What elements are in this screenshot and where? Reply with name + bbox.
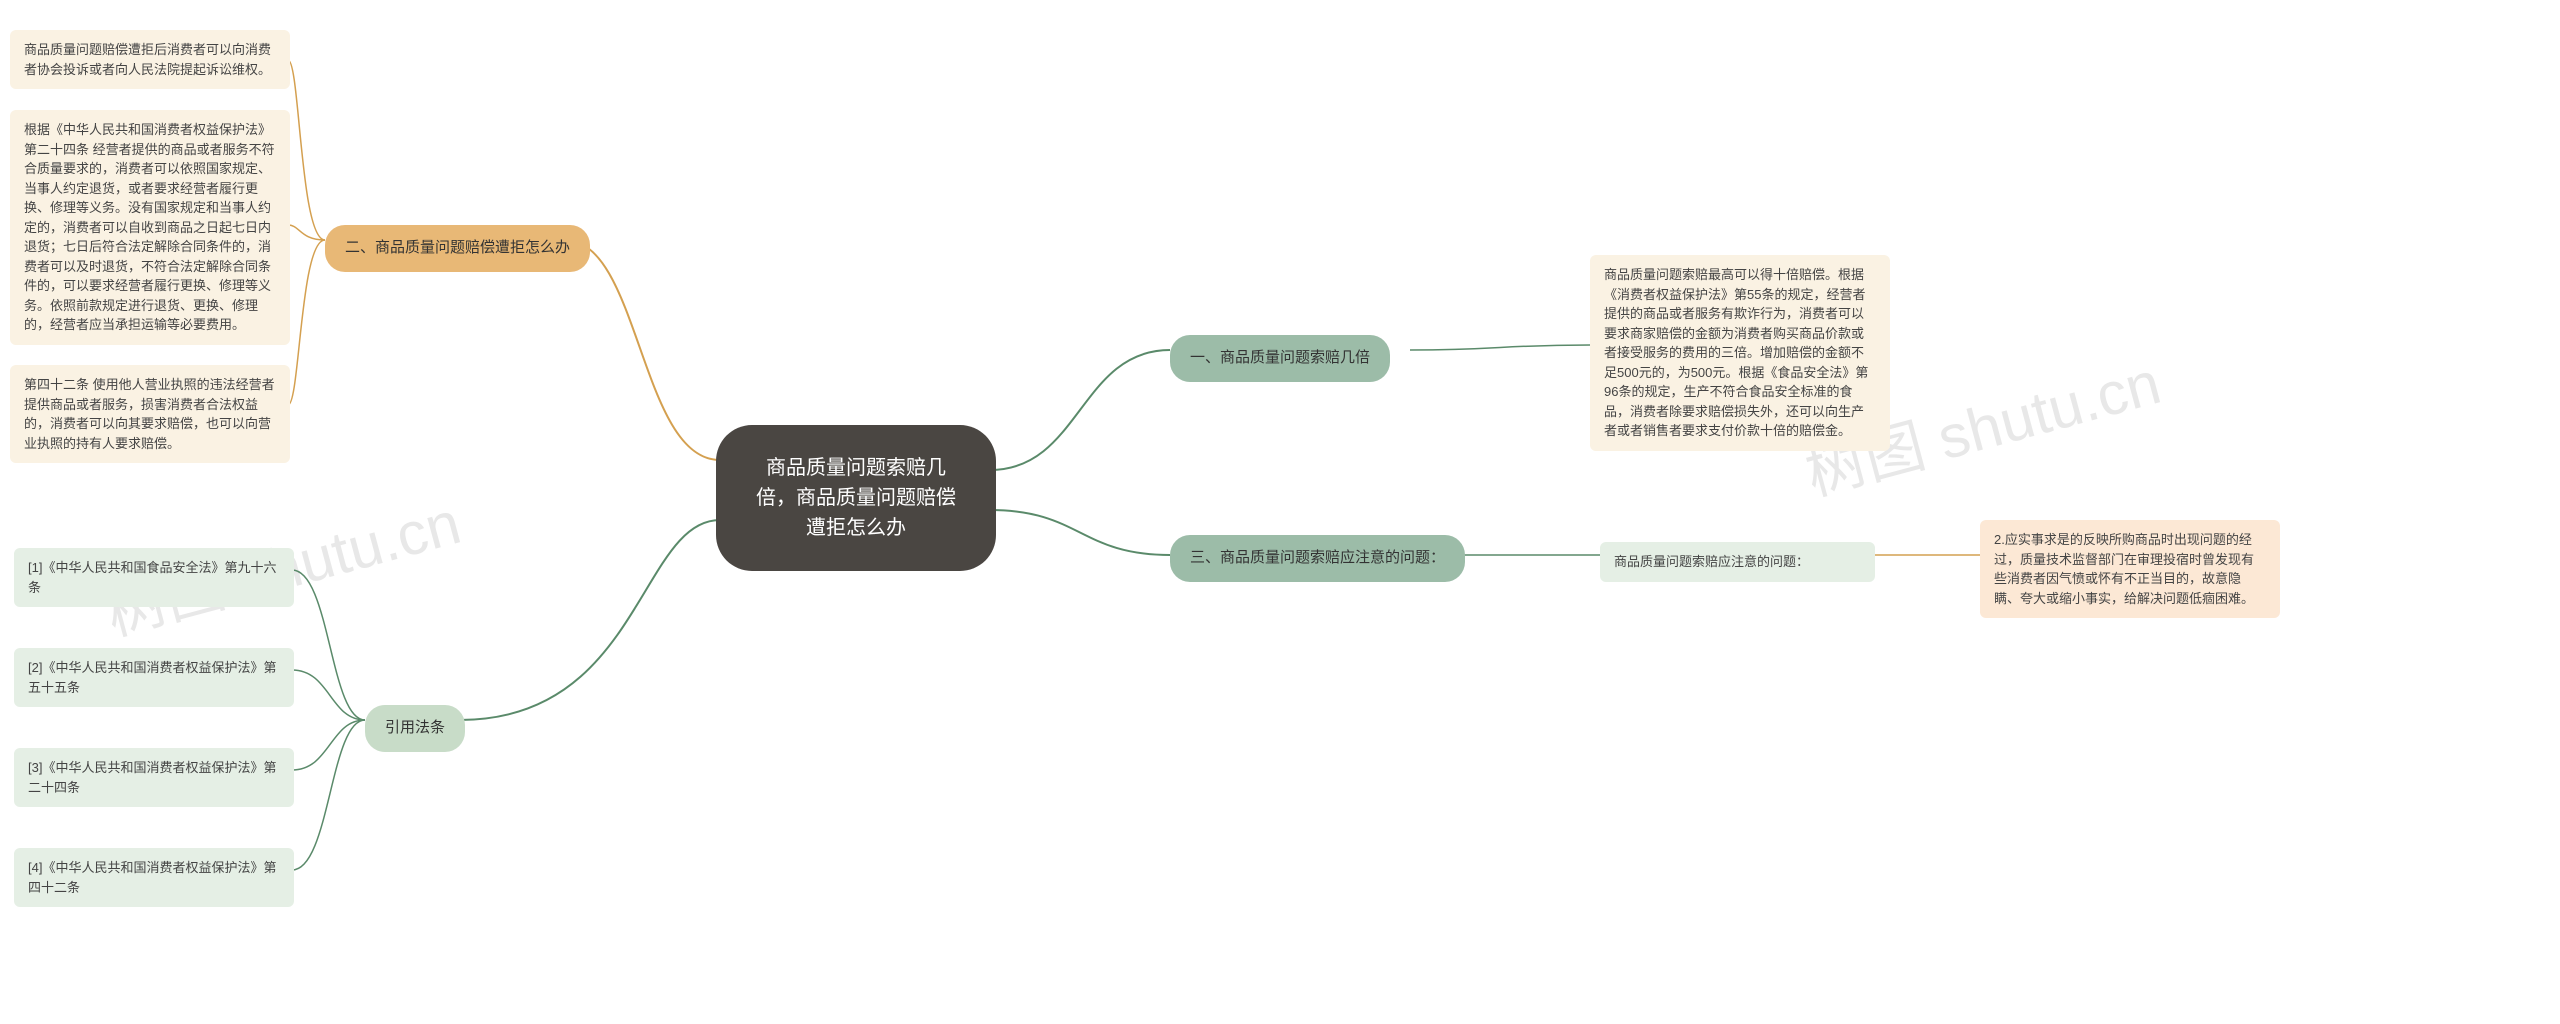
branch-4-leaf-2: [2]《中华人民共和国消费者权益保护法》第五十五条 xyxy=(14,648,294,707)
connector-layer xyxy=(0,0,2560,1024)
branch-2-leaf-2: 根据《中华人民共和国消费者权益保护法》第二十四条 经营者提供的商品或者服务不符合… xyxy=(10,110,290,345)
branch-3: 三、商品质量问题索赔应注意的问题： xyxy=(1170,535,1465,582)
branch-2: 二、商品质量问题赔偿遭拒怎么办 xyxy=(325,225,590,272)
branch-4-leaf-3: [3]《中华人民共和国消费者权益保护法》第二十四条 xyxy=(14,748,294,807)
branch-3-leaf-1: 商品质量问题索赔应注意的问题： xyxy=(1600,542,1875,582)
branch-4-leaf-1: [1]《中华人民共和国食品安全法》第九十六条 xyxy=(14,548,294,607)
center-node: 商品质量问题索赔几倍，商品质量问题赔偿遭拒怎么办 xyxy=(716,425,996,571)
branch-2-leaf-1: 商品质量问题赔偿遭拒后消费者可以向消费者协会投诉或者向人民法院提起诉讼维权。 xyxy=(10,30,290,89)
branch-1-leaf-1: 商品质量问题索赔最高可以得十倍赔偿。根据《消费者权益保护法》第55条的规定，经营… xyxy=(1590,255,1890,451)
branch-1: 一、商品质量问题索赔几倍 xyxy=(1170,335,1390,382)
branch-2-leaf-3: 第四十二条 使用他人营业执照的违法经营者提供商品或者服务，损害消费者合法权益的，… xyxy=(10,365,290,463)
branch-4-leaf-4: [4]《中华人民共和国消费者权益保护法》第四十二条 xyxy=(14,848,294,907)
branch-4: 引用法条 xyxy=(365,705,465,752)
branch-3-leaf-1-child-1: 2.应实事求是的反映所购商品时出现问题的经过，质量技术监督部门在审理投宿时曾发现… xyxy=(1980,520,2280,618)
